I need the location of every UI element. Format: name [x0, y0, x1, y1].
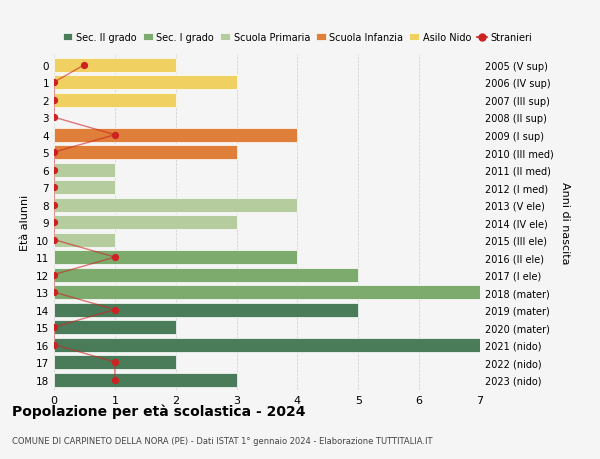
- Point: [49, 236, 59, 244]
- Point: [49, 79, 59, 87]
- Bar: [54, 198, 298, 212]
- Point: [110, 358, 119, 366]
- Bar: [54, 129, 298, 142]
- Text: COMUNE DI CARPINETO DELLA NORA (PE) - Dati ISTAT 1° gennaio 2024 - Elaborazione : COMUNE DI CARPINETO DELLA NORA (PE) - Da…: [12, 436, 433, 445]
- Point: [80, 62, 89, 69]
- Bar: [54, 181, 115, 195]
- Bar: [54, 94, 176, 107]
- Bar: [54, 320, 176, 334]
- Point: [49, 289, 59, 296]
- Text: Popolazione per età scolastica - 2024: Popolazione per età scolastica - 2024: [12, 404, 305, 419]
- Bar: [54, 216, 236, 230]
- Bar: [54, 146, 236, 160]
- Point: [49, 324, 59, 331]
- Point: [49, 149, 59, 157]
- Point: [110, 254, 119, 261]
- Point: [49, 219, 59, 226]
- Bar: [54, 338, 480, 352]
- Legend: Sec. II grado, Sec. I grado, Scuola Primaria, Scuola Infanzia, Asilo Nido, Stran: Sec. II grado, Sec. I grado, Scuola Prim…: [59, 29, 536, 47]
- Point: [49, 184, 59, 191]
- Bar: [54, 285, 480, 299]
- Bar: [54, 163, 115, 177]
- Bar: [54, 251, 298, 264]
- Bar: [54, 355, 176, 369]
- Bar: [54, 373, 236, 386]
- Point: [110, 376, 119, 383]
- Point: [49, 271, 59, 279]
- Bar: [54, 303, 358, 317]
- Point: [110, 132, 119, 139]
- Point: [49, 167, 59, 174]
- Point: [49, 341, 59, 348]
- Y-axis label: Anni di nascita: Anni di nascita: [560, 181, 570, 264]
- Bar: [54, 268, 358, 282]
- Point: [49, 202, 59, 209]
- Bar: [54, 59, 176, 73]
- Point: [110, 306, 119, 313]
- Y-axis label: Età alunni: Età alunni: [20, 195, 31, 251]
- Point: [49, 97, 59, 104]
- Bar: [54, 233, 115, 247]
- Point: [49, 114, 59, 122]
- Bar: [54, 76, 236, 90]
